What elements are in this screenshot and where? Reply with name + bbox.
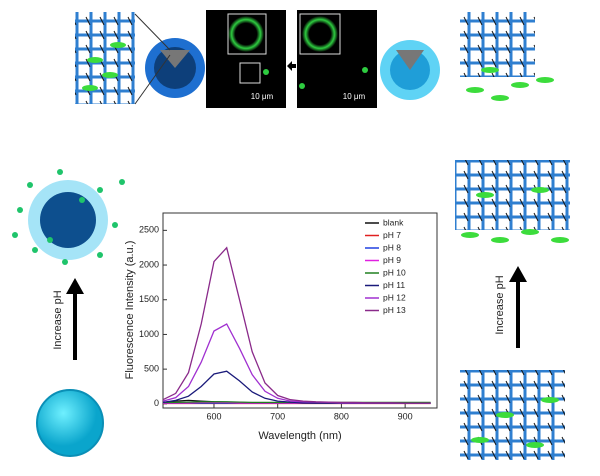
lattice — [455, 160, 570, 230]
illustrations: 10 μm 10 μm Increase pH Increase pH — [12, 10, 570, 460]
zoom-line — [134, 13, 171, 51]
zoom-line — [134, 54, 171, 105]
micrograph-capsule — [302, 16, 338, 52]
y-tick-label: 1500 — [139, 294, 159, 304]
plot: Wavelength (nm) Fluorescence Intensity (… — [124, 212, 438, 442]
capsule-core — [40, 192, 96, 248]
micrograph-capsule — [228, 16, 264, 52]
released-dots — [12, 169, 125, 265]
series-line — [162, 246, 431, 404]
green-rods — [82, 42, 126, 91]
inset — [239, 62, 261, 84]
scale-bar-label: 10 μm — [251, 92, 274, 101]
x-tick-label: 800 — [334, 411, 349, 421]
wedge — [160, 50, 190, 68]
x-tick-label: 900 — [398, 411, 413, 421]
legend-label: pH 10 — [383, 267, 406, 277]
inset — [299, 13, 341, 55]
x-axis-title: Wavelength (nm) — [258, 430, 341, 442]
green-rods — [471, 397, 559, 448]
legend-label: pH 7 — [383, 230, 401, 240]
green-rods — [461, 187, 569, 243]
lattice — [75, 12, 135, 104]
legend-label: pH 13 — [383, 305, 406, 315]
legend-label: pH 8 — [383, 242, 401, 252]
wedge — [396, 50, 424, 70]
inset — [227, 13, 267, 55]
y-tick-label: 500 — [144, 364, 159, 374]
legend-label: pH 12 — [383, 292, 406, 302]
y-axis-title: Fluorescence Intensity (a.u.) — [124, 241, 136, 380]
plot-frame — [162, 212, 438, 409]
arrow — [287, 61, 296, 71]
capsule — [36, 389, 104, 457]
lattice — [460, 12, 535, 77]
arrowhead — [66, 278, 84, 294]
legend-label: blank — [383, 217, 404, 227]
green-rods — [466, 67, 554, 101]
micrograph-dot — [299, 83, 305, 89]
micrograph-dot — [362, 67, 368, 73]
arrow-label: Increase pH — [494, 275, 506, 334]
arrow-label: Increase pH — [52, 290, 64, 349]
y-tick-label: 1000 — [139, 329, 159, 339]
legend-label: pH 9 — [383, 255, 401, 265]
y-tick-label: 0 — [154, 398, 159, 408]
scale-bar-label: 10 μm — [343, 92, 366, 101]
x-tick-label: 700 — [270, 411, 285, 421]
x-tick-label: 600 — [206, 411, 221, 421]
arrowhead — [509, 266, 527, 282]
y-tick-label: 2000 — [139, 259, 159, 269]
micrograph-dot — [263, 69, 269, 75]
y-tick-label: 2500 — [139, 225, 159, 235]
legend-label: pH 11 — [383, 280, 405, 290]
